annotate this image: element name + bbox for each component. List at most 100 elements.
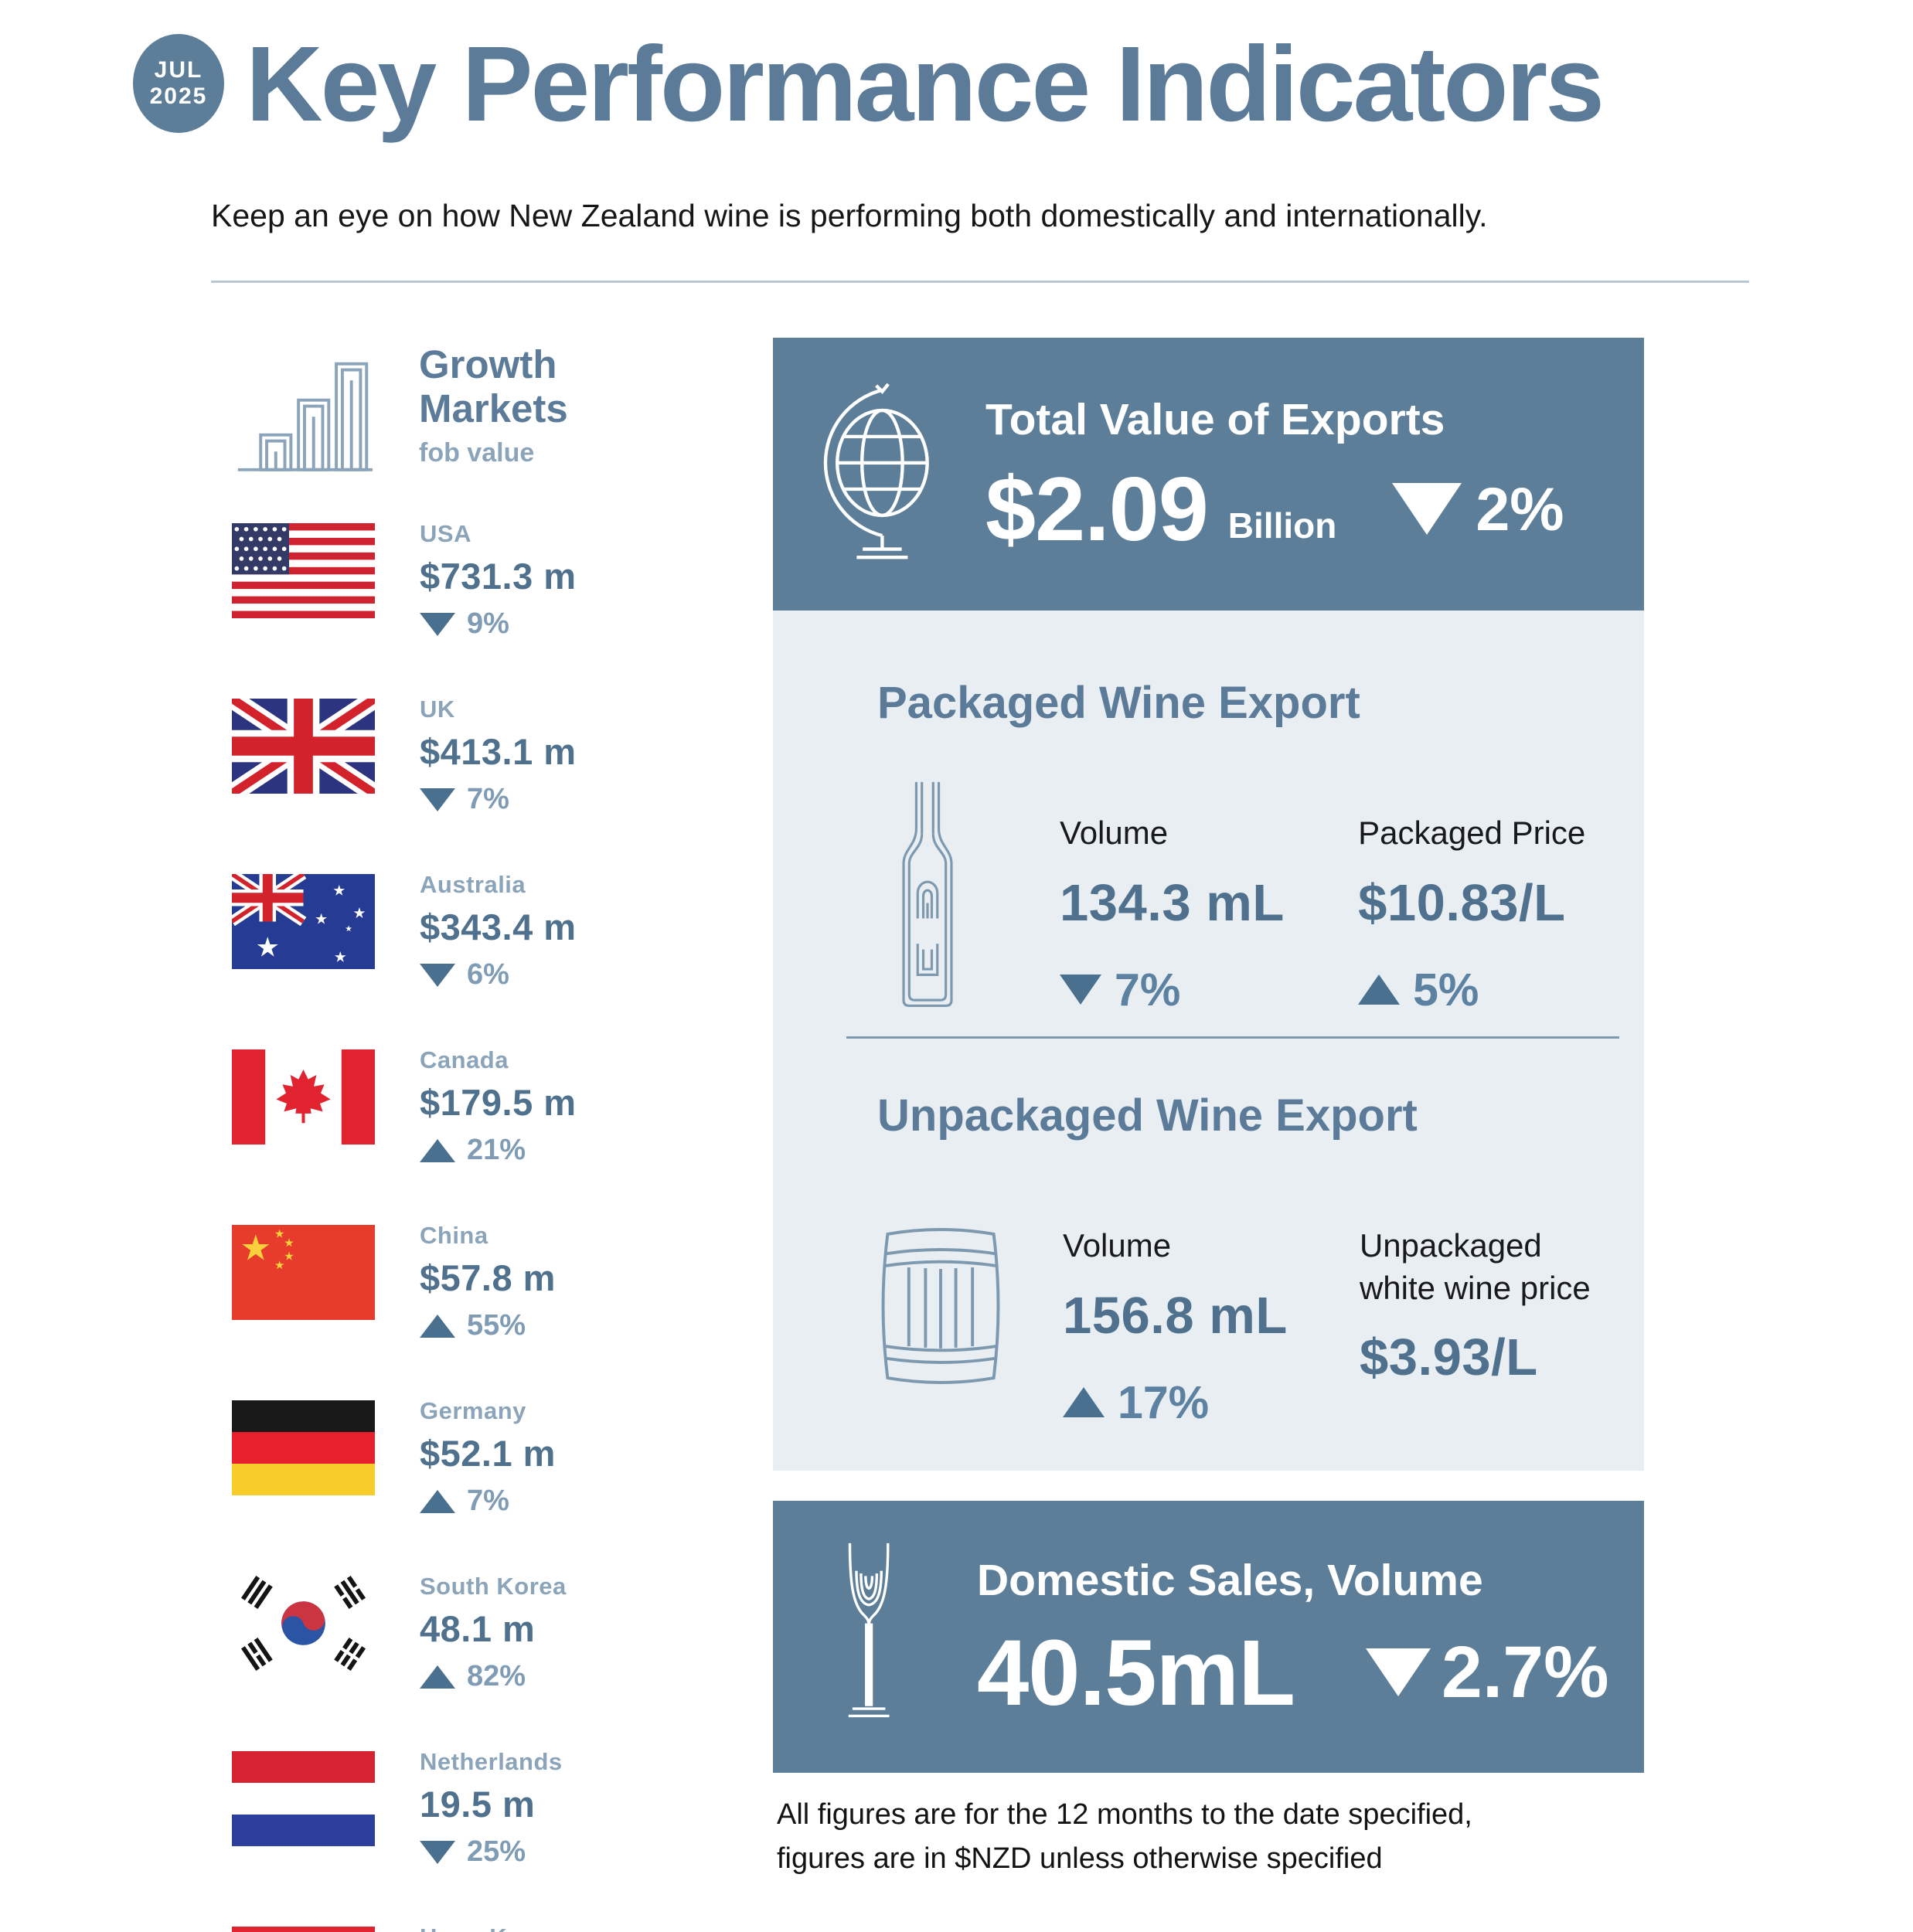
markets-list: USA $731.3 m 9% [232,520,773,1932]
market-change: 9% [420,607,577,641]
flag-uk-icon [232,699,375,794]
market-text: South Korea 48.1 m 82% [420,1573,567,1693]
total-exports-unit: Billion [1227,505,1337,546]
market-change-pct: 82% [467,1660,526,1692]
market-row-australia: Australia $343.4 m 6% [232,871,773,992]
flag-china-icon [232,1225,375,1320]
market-change-pct: 25% [467,1835,526,1868]
market-value: $413.1 m [420,731,577,772]
market-country: South Korea [420,1573,567,1600]
packaged-volume-change: 7% [1060,964,1358,1016]
market-country: Germany [420,1397,526,1424]
trend-arrow-icon [1358,975,1401,1005]
badge-month: JUL [154,57,203,83]
domestic-sales-title: Domestic Sales, Volume [977,1555,1483,1605]
flag-canada-icon [232,1049,375,1145]
market-change: 7% [420,783,577,816]
flag-netherlands-icon [232,1751,375,1846]
domestic-sales-value-row: 40.5mL 2.7% [977,1619,1609,1725]
packaged-volume-value: 134.3 mL [1060,873,1285,932]
market-change: 21% [420,1134,577,1167]
market-row-uk: UK $413.1 m 7% [232,696,773,816]
total-exports-change: 2% [1392,474,1564,545]
market-value: $52.1 m [420,1433,556,1474]
flag-usa-icon [232,523,375,618]
market-value: $179.5 m [420,1082,577,1123]
domestic-sales-change: 2.7% [1366,1631,1609,1715]
market-text: Australia $343.4 m 6% [420,871,577,992]
market-row-hong-kong: Hong Kong $19.3 m 59% [232,1923,773,1932]
market-change-pct: 7% [467,1485,509,1517]
trend-arrow-icon [1060,975,1101,1005]
date-badge: JUL 2025 [133,34,224,133]
badge-year: 2025 [149,83,208,109]
total-exports-change-pct: 2% [1476,474,1564,543]
growth-markets-subtitle: fob value [419,438,535,468]
market-country: China [420,1222,488,1249]
packaged-volume-change-pct: 7% [1115,964,1181,1015]
wine-barrel-icon [881,1228,1000,1384]
unpackaged-price-value: $3.93/L [1359,1328,1538,1387]
trend-arrow-icon [1063,1387,1105,1418]
trend-arrow-icon [420,1665,455,1689]
unpackaged-stats-row: Volume 156.8 mL 17% Unpackaged white win… [877,1182,1613,1429]
wine-bottle-icon [902,781,953,1008]
market-change: 55% [420,1309,556,1342]
market-change-pct: 21% [467,1134,526,1166]
market-value: 48.1 m [420,1608,536,1649]
section-divider [846,1036,1619,1039]
domestic-sales-panel: Domestic Sales, Volume 40.5mL 2.7% [773,1501,1644,1773]
domestic-sales-change-pct: 2.7% [1442,1631,1609,1713]
market-country: Australia [420,871,526,898]
unpackaged-volume-value: 156.8 mL [1063,1286,1288,1345]
market-row-canada: Canada $179.5 m 21% [232,1046,773,1167]
market-text: UK $413.1 m 7% [420,696,577,816]
header-divider [211,281,1749,283]
unpackaged-volume-change: 17% [1063,1376,1360,1429]
total-exports-title: Total Value of Exports [985,395,1445,444]
trend-arrow-icon [420,612,455,636]
trend-arrow-icon [420,963,455,987]
market-text: USA $731.3 m 9% [420,520,577,641]
market-row-south-korea: South Korea 48.1 m 82% [232,1573,773,1693]
packaged-price-change: 5% [1358,964,1613,1016]
market-change: 6% [420,958,577,992]
bar-chart-icon [237,362,373,471]
market-row-usa: USA $731.3 m 9% [232,520,773,641]
total-exports-value: $2.09 [985,458,1209,560]
market-text: China $57.8 m 55% [420,1222,556,1342]
trend-arrow-icon [1392,483,1462,535]
market-country: Netherlands [420,1748,563,1775]
unpackaged-price-stat: Unpackaged white wine price $3.93/L [1360,1225,1613,1429]
total-exports-value-row: $2.09 Billion 2% [985,464,1564,554]
trend-arrow-icon [420,1489,455,1513]
growth-markets-section: Growth Markets fob value [232,342,773,1932]
wine-export-panel: Packaged Wine Export Volume 134.3 mL [773,611,1644,1471]
trend-arrow-icon [420,1314,455,1338]
flag-south-korea-icon [232,1576,375,1671]
market-country: UK [420,696,455,723]
page-title: Key Performance Indicators [246,25,1605,144]
packaged-volume-stat: Volume 134.3 mL 7% [1060,812,1358,1018]
packaged-volume-label: Volume [1060,815,1169,851]
trend-arrow-icon [1366,1648,1431,1696]
page-subtitle: Keep an eye on how New Zealand wine is p… [211,198,1488,233]
market-country: Hong Kong [420,1923,556,1932]
market-country: USA [420,520,471,547]
packaged-title: Packaged Wine Export [877,678,1360,728]
market-text: Germany $52.1 m 7% [420,1397,556,1518]
growth-markets-titles: Growth Markets fob value [419,342,612,475]
domestic-sales-text: Domestic Sales, Volume 40.5mL 2.7% [977,1555,1609,1719]
wine-glass-icon [848,1543,890,1718]
flag-germany-icon [232,1400,375,1495]
market-value: $343.4 m [420,906,577,947]
growth-markets-title: Growth Markets [419,342,568,431]
market-change-pct: 7% [467,783,509,815]
market-change-pct: 6% [467,958,509,991]
market-value: 19.5 m [420,1784,536,1825]
market-value: $57.8 m [420,1257,556,1298]
packaged-wine-section: Packaged Wine Export Volume 134.3 mL [877,677,1613,1018]
market-value: $731.3 m [420,556,577,597]
domestic-sales-value: 40.5mL [977,1619,1295,1725]
packaged-price-change-pct: 5% [1413,964,1479,1015]
